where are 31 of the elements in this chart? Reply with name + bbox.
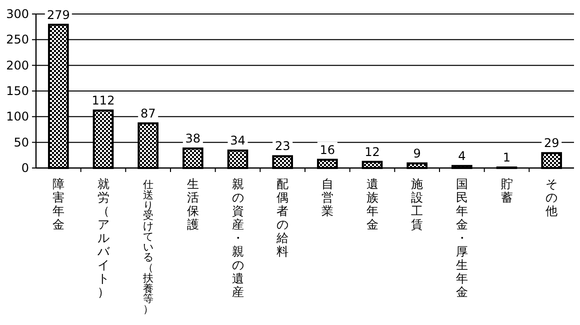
category-label: 就労（アルバイト） xyxy=(97,177,110,299)
x-tick-label: その他 xyxy=(546,177,558,218)
y-tick-label: 200 xyxy=(6,58,29,72)
data-label: 34 xyxy=(230,134,246,148)
data-label: 112 xyxy=(92,94,115,108)
x-tick-label: 自営業 xyxy=(321,177,334,218)
y-tick-label: 300 xyxy=(6,7,29,21)
data-label: 23 xyxy=(274,139,290,154)
y-tick-label: 50 xyxy=(14,135,29,150)
y-tick-label: 100 xyxy=(6,110,29,124)
x-tick-label: 配偶者の給料 xyxy=(276,177,289,258)
category-label: 仕送り受けている（扶養等） xyxy=(143,179,154,316)
category-label: 親の資産・親の遺産 xyxy=(232,177,244,299)
data-label: 38 xyxy=(185,131,201,146)
data-label: 87 xyxy=(140,106,156,120)
data-label: 29 xyxy=(544,136,560,150)
x-tick-label: 貯蓄 xyxy=(500,177,513,204)
data-label: 1 xyxy=(502,150,511,164)
y-tick-label: 150 xyxy=(6,84,29,98)
data-label: 12 xyxy=(364,144,380,159)
x-tick-label: 遺族年金 xyxy=(366,177,378,232)
y-tick-label: 0 xyxy=(21,161,29,175)
category-label: 国民年金・厚生年金 xyxy=(456,177,468,299)
x-tick-label: 施設工賃 xyxy=(411,177,424,232)
data-label: 9 xyxy=(413,146,421,160)
x-tick-label: 障害年金 xyxy=(52,177,64,232)
x-tick-label: 生活保護 xyxy=(186,177,199,232)
data-label: 4 xyxy=(458,148,466,163)
data-label: 279 xyxy=(46,8,70,22)
y-tick-label: 250 xyxy=(6,32,29,47)
data-label: 16 xyxy=(320,142,336,157)
